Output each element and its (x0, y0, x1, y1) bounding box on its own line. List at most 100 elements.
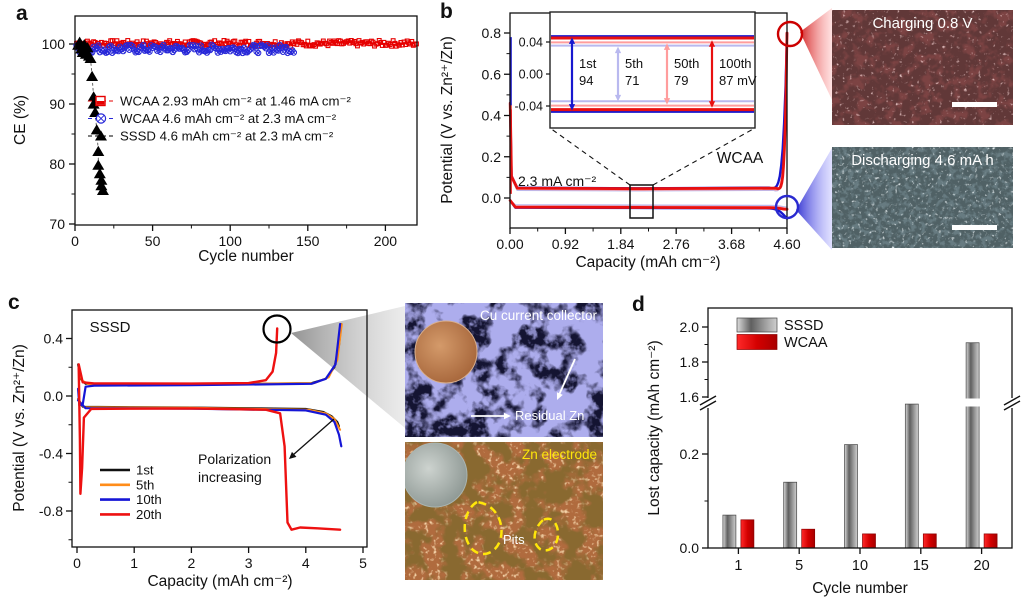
svg-text:Polarization: Polarization (198, 451, 271, 467)
svg-text:Capacity (mAh cm⁻²): Capacity (mAh cm⁻²) (147, 573, 292, 590)
svg-text:Cycle number: Cycle number (198, 248, 294, 265)
svg-text:1.8: 1.8 (680, 354, 700, 370)
svg-text:Cycle number: Cycle number (812, 580, 908, 597)
svg-text:15: 15 (913, 558, 929, 574)
residual-zn-arrow-2 (558, 358, 576, 396)
svg-text:20th: 20th (136, 507, 162, 522)
scale-bar (952, 102, 997, 107)
svg-text:0.0: 0.0 (680, 540, 700, 556)
svg-text:0.6: 0.6 (482, 66, 502, 82)
charging-micrograph-texture (832, 10, 1013, 125)
discharging-micrograph-texture (832, 147, 1013, 248)
svg-text:increasing: increasing (198, 469, 262, 485)
svg-text:CE (%): CE (%) (12, 95, 29, 145)
pit-outline-2 (533, 517, 560, 552)
discharging-beam (796, 148, 832, 250)
charging-zoom-circle (776, 20, 804, 48)
svg-text:100: 100 (42, 36, 66, 52)
svg-text:0.0: 0.0 (482, 190, 502, 206)
svg-text:1: 1 (130, 555, 138, 571)
svg-text:0.4: 0.4 (44, 331, 64, 347)
cu-collector-micrograph: Cu current collector Residual Zn (405, 303, 603, 437)
svg-text:87 mV: 87 mV (719, 73, 757, 88)
svg-text:5th: 5th (136, 477, 154, 492)
svg-text:-0.04: -0.04 (515, 100, 544, 114)
svg-text:1.6: 1.6 (680, 389, 700, 405)
svg-text:Potential (V vs. Zn²⁺/Zn): Potential (V vs. Zn²⁺/Zn) (439, 36, 456, 204)
zn-electrode-label: Zn electrode (521, 447, 597, 462)
zn-electrode-texture (405, 442, 603, 580)
svg-text:0.00: 0.00 (496, 236, 523, 252)
svg-text:71: 71 (625, 73, 639, 88)
panel-c-label: c (8, 291, 20, 314)
svg-text:79: 79 (674, 73, 688, 88)
svg-text:3: 3 (245, 555, 253, 571)
panel-a-legend: WCAA 2.93 mAh cm⁻² at 1.46 mA cm⁻² WCAA 4… (88, 94, 351, 144)
svg-text:0.8: 0.8 (482, 25, 502, 41)
svg-text:5: 5 (359, 555, 367, 571)
svg-text:0.4: 0.4 (482, 108, 502, 124)
svg-text:200: 200 (374, 233, 398, 249)
svg-text:0.04: 0.04 (519, 36, 543, 50)
charging-image-label: Charging 0.8 V (872, 15, 973, 32)
residual-zn-label: Residual Zn (515, 408, 585, 423)
pit-outline (463, 500, 503, 556)
svg-text:2: 2 (188, 555, 196, 571)
svg-text:WCAA: WCAA (717, 150, 764, 167)
svg-text:2.76: 2.76 (663, 236, 690, 252)
zn-electrode-micrograph: Zn electrode Pits (405, 442, 603, 580)
svg-text:1st: 1st (579, 56, 597, 71)
svg-text:WCAA: WCAA (784, 335, 828, 351)
charging-micrograph: Charging 0.8 V (832, 10, 1013, 125)
polarization-zoom-circle (262, 314, 292, 344)
svg-text:10th: 10th (136, 492, 162, 507)
svg-text:1.84: 1.84 (607, 236, 634, 252)
svg-text:20: 20 (974, 558, 990, 574)
svg-text:0.2: 0.2 (680, 446, 700, 462)
panel-d-label: d (632, 293, 645, 316)
svg-text:10: 10 (852, 558, 868, 574)
svg-text:0.92: 0.92 (552, 236, 579, 252)
svg-text:SSSD: SSSD (90, 319, 131, 336)
svg-text:Potential (V vs. Zn²⁺/Zn): Potential (V vs. Zn²⁺/Zn) (11, 344, 28, 512)
zn-foil-inset-photo (405, 442, 468, 508)
svg-text:3.68: 3.68 (718, 236, 745, 252)
svg-text:2.0: 2.0 (680, 319, 700, 335)
svg-text:5th: 5th (625, 56, 643, 71)
residual-zn-arrowhead (504, 412, 511, 420)
svg-text:1st: 1st (136, 463, 154, 478)
discharging-micrograph: Discharging 4.6 mA h (832, 147, 1013, 248)
svg-text:0: 0 (73, 555, 81, 571)
svg-text:4.60: 4.60 (773, 236, 800, 252)
panel-b-chart: 0.00 0.92 1.84 2.76 3.68 4.60 0.0 0.2 0.4 0.6 0.8 C… (439, 11, 804, 271)
panel-b-label: b (440, 0, 453, 23)
svg-text:Capacity (mAh cm⁻²): Capacity (mAh cm⁻²) (575, 254, 720, 271)
svg-text:150: 150 (296, 233, 320, 249)
svg-text:SSSD: SSSD (784, 318, 824, 334)
panel-b-inset: 0.04 0.00 -0.04 1st 94 5th 71 50th 79 100th 87 mV (515, 11, 757, 129)
pits-label: Pits (503, 532, 525, 547)
svg-text:80: 80 (49, 156, 65, 172)
charging-beam (800, 8, 832, 100)
svg-text:94: 94 (579, 73, 593, 88)
svg-text:4: 4 (302, 555, 310, 571)
svg-text:-0.4: -0.4 (39, 446, 63, 462)
cu-collector-label: Cu current collector (479, 308, 597, 323)
panel-c-chart: 0 1 2 3 4 5 0.4 0.0 -0.4 -0.8 Capacity (mAh cm⁻²) P… (11, 309, 368, 590)
svg-text:SSSD 4.6 mAh cm⁻² at 2.3 mA cm: SSSD 4.6 mAh cm⁻² at 2.3 mA cm⁻² (120, 129, 334, 144)
svg-text:5: 5 (795, 558, 803, 574)
svg-text:0: 0 (71, 233, 79, 249)
svg-text:70: 70 (49, 216, 65, 232)
discharging-image-label: Discharging 4.6 mA h (851, 152, 994, 169)
svg-text:WCAA 2.93 mAh cm⁻² at 1.46 mA: WCAA 2.93 mAh cm⁻² at 1.46 mA cm⁻² (120, 94, 351, 109)
svg-text:100th: 100th (719, 56, 752, 71)
svg-text:0.00: 0.00 (519, 68, 543, 82)
svg-text:100: 100 (219, 233, 243, 249)
svg-text:50th: 50th (674, 56, 699, 71)
